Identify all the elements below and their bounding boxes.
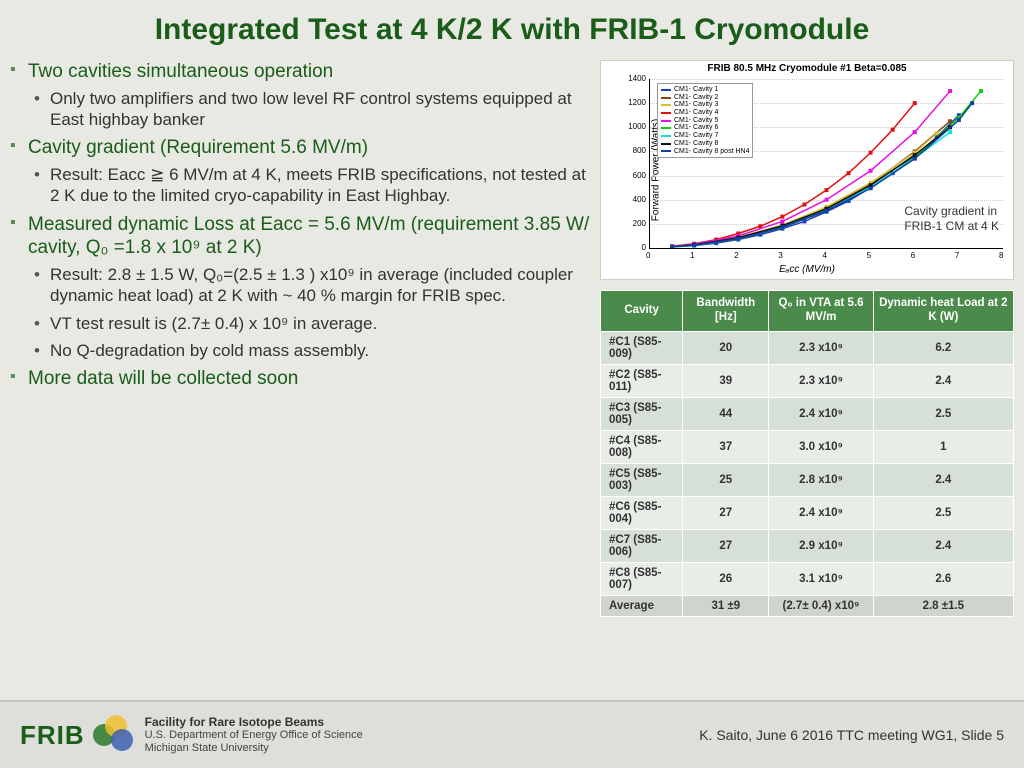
- table-row: #C6 (S85-004)272.4 x10⁹2.5: [601, 496, 1014, 529]
- bullet-3-1: Result: 2.8 ± 1.5 W, Q₀=(2.5 ± 1.3 ) x10…: [28, 264, 590, 307]
- bullet-2-1: Result: Eacc ≧ 6 MV/m at 4 K, meets FRIB…: [28, 164, 590, 207]
- table-row-average: Average31 ±9(2.7± 0.4) x10⁹2.8 ±1.5: [601, 595, 1014, 616]
- bullet-3: Measured dynamic Loss at Eacc = 5.6 MV/m…: [10, 213, 590, 362]
- table-row: #C5 (S85-003)252.8 x10⁹2.4: [601, 463, 1014, 496]
- bullet-4: More data will be collected soon: [10, 367, 590, 391]
- chart-caption: Cavity gradient in FRIB-1 CM at 4 K: [904, 204, 999, 233]
- table-row: #C4 (S85-008)373.0 x10⁹1: [601, 430, 1014, 463]
- frib-logo: FRIB: [20, 715, 133, 755]
- chart-title: FRIB 80.5 MHz Cryomodule #1 Beta=0.085: [601, 61, 1013, 74]
- bullet-2: Cavity gradient (Requirement 5.6 MV/m) R…: [10, 136, 590, 206]
- table-row: #C8 (S85-007)263.1 x10⁹2.6: [601, 562, 1014, 595]
- main-content: Two cavities simultaneous operation Only…: [0, 56, 1024, 617]
- logo-text: FRIB: [20, 720, 85, 751]
- table-header: Q₀ in VTA at 5.6 MV/m: [769, 291, 873, 332]
- table-row: #C3 (S85-005)442.4 x10⁹2.5: [601, 397, 1014, 430]
- institution-text: Facility for Rare Isotope Beams U.S. Dep…: [145, 715, 363, 756]
- table-row: #C7 (S85-006)272.9 x10⁹2.4: [601, 529, 1014, 562]
- cavity-data-table: CavityBandwidth [Hz]Q₀ in VTA at 5.6 MV/…: [600, 290, 1014, 617]
- bullet-3-2: VT test result is (2.7± 0.4) x 10⁹ in av…: [28, 313, 590, 334]
- slide-title: Integrated Test at 4 K/2 K with FRIB-1 C…: [0, 0, 1024, 56]
- right-column: FRIB 80.5 MHz Cryomodule #1 Beta=0.085 F…: [600, 60, 1014, 617]
- chart-xlabel: Eₐcc (MV/m): [779, 264, 835, 275]
- bullet-list-column: Two cavities simultaneous operation Only…: [10, 60, 600, 617]
- cavity-gradient-chart: FRIB 80.5 MHz Cryomodule #1 Beta=0.085 F…: [600, 60, 1014, 280]
- table-row: #C2 (S85-011)392.3 x10⁹2.4: [601, 364, 1014, 397]
- bullet-1-1: Only two amplifiers and two low level RF…: [28, 88, 590, 131]
- logo-icon: [93, 715, 133, 755]
- table-header: Cavity: [601, 291, 683, 332]
- chart-legend: CM1- Cavity 1CM1- Cavity 2CM1- Cavity 3C…: [657, 83, 753, 158]
- table-header: Bandwidth [Hz]: [683, 291, 769, 332]
- table-row: #C1 (S85-009)202.3 x10⁹6.2: [601, 331, 1014, 364]
- footer: FRIB Facility for Rare Isotope Beams U.S…: [0, 700, 1024, 768]
- table-header: Dynamic heat Load at 2 K (W): [873, 291, 1013, 332]
- bullet-3-3: No Q-degradation by cold mass assembly.: [28, 340, 590, 361]
- bullet-1: Two cavities simultaneous operation Only…: [10, 60, 590, 130]
- slide-number: K. Saito, June 6 2016 TTC meeting WG1, S…: [699, 727, 1004, 743]
